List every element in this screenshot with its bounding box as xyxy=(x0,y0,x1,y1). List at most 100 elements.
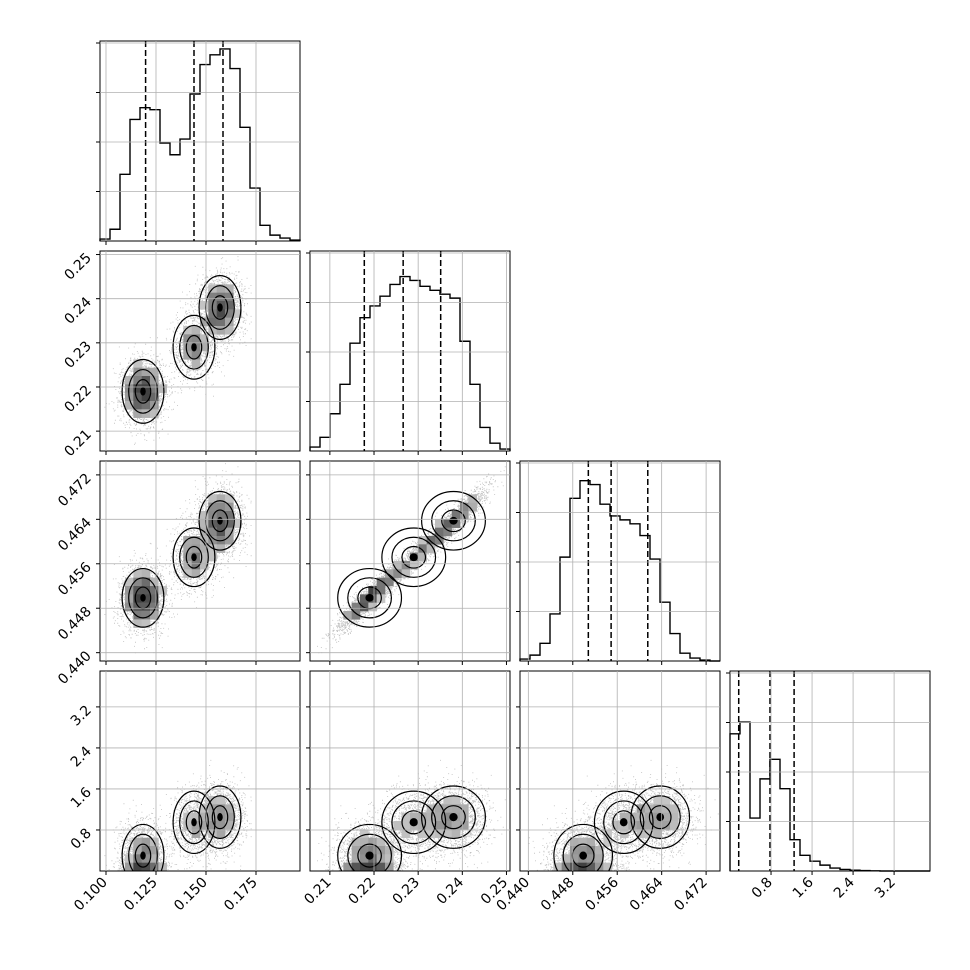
contour-core xyxy=(191,343,197,352)
density-cell xyxy=(611,821,621,830)
density-cell xyxy=(216,494,226,503)
density-cell xyxy=(418,536,427,545)
density-cell xyxy=(208,796,217,805)
density-cell xyxy=(343,862,352,871)
contour-line xyxy=(357,843,382,868)
contour-line xyxy=(211,295,229,320)
contour-line xyxy=(128,833,158,871)
density-cell xyxy=(418,544,427,553)
density-cell xyxy=(133,367,142,377)
histogram-panel-p1 xyxy=(309,250,511,452)
contour-line xyxy=(121,567,165,628)
histogram-step-p2 xyxy=(519,479,720,662)
density-cell xyxy=(460,804,469,813)
density-cell xyxy=(451,511,461,520)
density-cell xyxy=(200,519,209,528)
histogram-step-p3 xyxy=(729,721,930,872)
density-cell xyxy=(570,854,579,863)
density-cell xyxy=(393,821,402,830)
density-cell xyxy=(653,829,662,838)
density-cell xyxy=(595,846,604,855)
density-cell xyxy=(376,586,386,595)
density-cell xyxy=(200,301,209,310)
density-cell xyxy=(401,812,411,822)
contour-line xyxy=(337,567,403,628)
contour-line xyxy=(401,545,427,569)
density-cell xyxy=(385,862,394,871)
density-cell xyxy=(376,846,386,855)
density-cell xyxy=(586,862,596,871)
density-cell xyxy=(586,854,596,863)
contour-line xyxy=(172,527,216,588)
contour-core xyxy=(449,813,458,822)
density-cell xyxy=(191,812,201,822)
density-cell xyxy=(368,837,377,847)
density-cell xyxy=(208,536,217,545)
density-cell xyxy=(368,846,377,855)
density-cell xyxy=(141,392,151,402)
panel-frame xyxy=(99,40,301,242)
density-cell xyxy=(418,829,427,838)
density-cell xyxy=(183,326,192,335)
density-cell xyxy=(208,821,217,830)
density-cell xyxy=(636,804,646,813)
contour-line xyxy=(553,823,614,871)
density-cell xyxy=(208,292,217,302)
density-cell xyxy=(418,552,427,562)
density-cell xyxy=(133,619,142,628)
density-cell xyxy=(191,561,201,570)
density-cell xyxy=(133,846,142,855)
x-tick-label: 3.2 xyxy=(872,875,899,902)
scatter-panel-p2-p3 xyxy=(519,670,721,872)
contour-line xyxy=(612,810,636,835)
density-cell xyxy=(133,854,142,863)
density-cell xyxy=(410,561,419,570)
scatter-points xyxy=(104,256,252,445)
density-cell xyxy=(435,804,444,813)
density-cell xyxy=(225,511,234,520)
density-cell xyxy=(183,561,192,570)
density-cell xyxy=(225,812,234,822)
panel-content xyxy=(528,759,719,871)
density-cell xyxy=(401,821,411,830)
density-cell xyxy=(233,309,242,318)
density-cell xyxy=(360,829,369,838)
density-cell xyxy=(191,569,201,578)
contour-line xyxy=(441,805,466,830)
contour-core xyxy=(449,516,458,525)
density-cell xyxy=(451,829,461,838)
density-cell xyxy=(385,854,394,863)
density-cell xyxy=(670,804,679,813)
contour-line xyxy=(431,500,476,542)
density-cell xyxy=(216,284,226,293)
contour-line xyxy=(381,527,447,588)
density-cell xyxy=(158,384,167,393)
density-cell xyxy=(150,854,159,863)
contour-line xyxy=(179,324,209,370)
density-cell xyxy=(225,309,234,318)
density-cell xyxy=(426,544,436,553)
panel-frame xyxy=(309,460,511,662)
density-cell xyxy=(216,511,226,520)
density-cell xyxy=(645,804,654,813)
density-cell xyxy=(360,862,369,871)
contour-line xyxy=(441,509,466,533)
contour-line xyxy=(185,810,203,835)
density-cell xyxy=(351,862,361,871)
density-cell xyxy=(661,821,671,830)
density-cell xyxy=(360,846,369,855)
density-cell xyxy=(191,359,201,368)
density-cell xyxy=(150,392,159,402)
density-cell xyxy=(351,837,361,847)
density-cell xyxy=(225,804,234,813)
histogram-step-p0 xyxy=(99,48,301,241)
x-tick-label: 0.125 xyxy=(121,875,161,915)
density-cell xyxy=(636,821,646,830)
density-cell xyxy=(141,384,151,393)
density-cell xyxy=(141,577,151,587)
density-cell xyxy=(183,351,192,360)
density-cell xyxy=(225,326,234,335)
density-cell xyxy=(225,519,234,528)
contour-line xyxy=(128,577,158,619)
density-cell xyxy=(443,829,452,838)
